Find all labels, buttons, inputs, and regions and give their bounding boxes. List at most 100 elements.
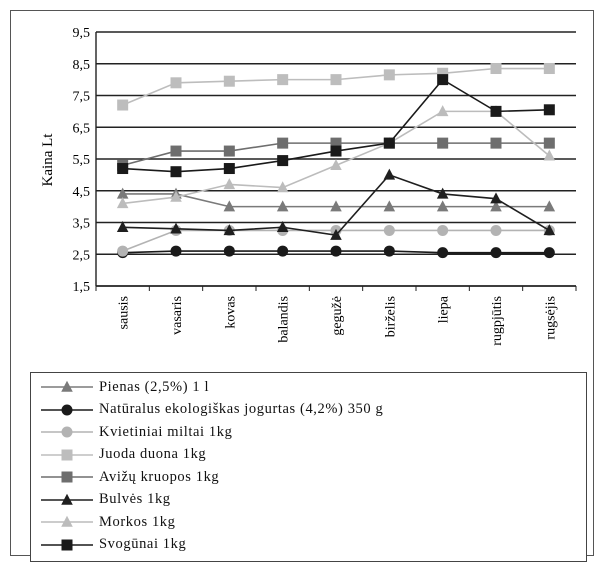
legend-item: Avižų kruopos 1kg bbox=[41, 467, 219, 487]
line-chart: 9,5 8,5 7,5 6,5 5,5 4,5 3,5 2,5 1,5 sausis vasari… bbox=[40, 26, 577, 346]
data-point bbox=[117, 245, 129, 257]
top-strip bbox=[0, 0, 604, 10]
data-point bbox=[277, 245, 289, 257]
legend-item: Pienas (2,5%) 1 l bbox=[41, 377, 209, 397]
legend-swatch bbox=[41, 426, 93, 438]
y-tick-label: 5,5 bbox=[73, 153, 91, 168]
data-point bbox=[277, 74, 289, 86]
legend-label: Natūralus ekologiškas jogurtas (4,2%) 35… bbox=[99, 401, 384, 417]
series-bulv-s-1kg bbox=[116, 168, 556, 240]
data-point bbox=[330, 137, 342, 149]
data-point bbox=[117, 99, 129, 111]
data-point bbox=[437, 137, 449, 149]
legend-label: Pienas (2,5%) 1 l bbox=[99, 378, 210, 395]
data-point bbox=[61, 404, 73, 415]
data-point bbox=[170, 166, 182, 178]
y-tick-label: 9,5 bbox=[73, 26, 91, 41]
data-point bbox=[543, 247, 555, 259]
data-point bbox=[383, 168, 396, 180]
data-point bbox=[437, 224, 449, 236]
data-point bbox=[543, 137, 555, 149]
data-point bbox=[223, 145, 235, 157]
data-point bbox=[330, 145, 342, 157]
data-point bbox=[61, 426, 73, 438]
legend-item: Natūralus ekologiškas jogurtas (4,2%) 35… bbox=[41, 400, 383, 420]
data-point bbox=[490, 105, 502, 117]
data-point bbox=[330, 159, 342, 171]
y-tick-label: 1,5 bbox=[73, 280, 91, 295]
data-point bbox=[490, 200, 502, 212]
data-point bbox=[276, 220, 289, 232]
series-lines bbox=[116, 63, 556, 259]
data-point bbox=[330, 74, 342, 86]
data-point bbox=[223, 178, 236, 190]
data-point bbox=[116, 220, 129, 232]
legend-swatch bbox=[41, 471, 93, 483]
data-point bbox=[437, 67, 449, 79]
x-tick-label: sausis bbox=[117, 296, 132, 329]
legend-swatch bbox=[41, 539, 93, 550]
data-point bbox=[170, 222, 182, 234]
series-line bbox=[122, 67, 550, 106]
data-point bbox=[543, 149, 556, 161]
data-point bbox=[277, 155, 289, 167]
data-point bbox=[116, 187, 129, 199]
data-point bbox=[436, 105, 449, 117]
y-tick-label: 7,5 bbox=[73, 90, 91, 105]
series-line bbox=[122, 78, 550, 173]
y-tick-label: 3,5 bbox=[73, 217, 91, 232]
legend-label: Bulvės 1kg bbox=[99, 491, 171, 507]
data-point bbox=[61, 539, 73, 550]
legend-label: Morkos 1kg bbox=[99, 513, 176, 530]
y-tick-label: 8,5 bbox=[73, 58, 91, 73]
data-point bbox=[61, 515, 73, 527]
x-tick-label: balandis bbox=[277, 296, 292, 343]
legend-swatch bbox=[41, 515, 93, 527]
data-point bbox=[437, 74, 449, 86]
legend-item: Morkos 1kg bbox=[41, 512, 176, 532]
data-point bbox=[436, 200, 449, 212]
data-point bbox=[437, 247, 449, 259]
data-point bbox=[543, 104, 555, 116]
data-point bbox=[330, 228, 342, 240]
legend-label: Avižų kruopos 1kg bbox=[99, 468, 220, 485]
data-point bbox=[543, 224, 556, 236]
data-point bbox=[543, 200, 556, 212]
data-point bbox=[330, 245, 342, 257]
data-point bbox=[223, 224, 236, 236]
legend-item: Svogūnai 1kg bbox=[41, 535, 186, 555]
series-svog-nai-1kg bbox=[117, 74, 555, 178]
x-tick-label: kovas bbox=[223, 296, 238, 329]
data-point bbox=[383, 137, 395, 149]
data-point bbox=[490, 192, 502, 204]
y-tick-label: 4,5 bbox=[73, 185, 91, 200]
data-point bbox=[61, 471, 73, 483]
y-tick-label: 2,5 bbox=[73, 248, 91, 263]
data-point bbox=[543, 63, 555, 75]
data-point bbox=[223, 200, 236, 212]
data-point bbox=[223, 75, 235, 87]
x-tick-label: birželis bbox=[383, 296, 398, 337]
legend-label: Kvietiniai miltai 1kg bbox=[99, 423, 233, 440]
data-point bbox=[277, 137, 289, 149]
data-point bbox=[61, 449, 73, 460]
x-tick-label: gegužė bbox=[330, 296, 345, 336]
data-point bbox=[170, 245, 182, 257]
data-point bbox=[383, 224, 395, 236]
x-tick-labels: sausis vasaris kovas balandis gegužė birželis… bbox=[95, 286, 577, 346]
series-juoda-duona-1kg bbox=[117, 63, 555, 111]
data-point bbox=[61, 380, 73, 392]
data-point bbox=[490, 63, 502, 75]
legend-swatch bbox=[41, 404, 93, 415]
data-point bbox=[383, 69, 395, 81]
data-point bbox=[117, 163, 129, 175]
y-tick-labels: 9,5 8,5 7,5 6,5 5,5 4,5 3,5 2,5 1,5 bbox=[73, 26, 91, 295]
legend-item: Kvietiniai miltai 1kg bbox=[41, 422, 232, 442]
legend-swatch bbox=[41, 493, 93, 505]
data-point bbox=[223, 163, 235, 175]
y-tick-label: 6,5 bbox=[73, 121, 91, 136]
data-point bbox=[61, 493, 73, 505]
legend-item: Bulvės 1kg bbox=[41, 490, 171, 510]
legend-label: Juoda duona 1kg bbox=[99, 446, 207, 462]
legend-item: Juoda duona 1kg bbox=[41, 445, 206, 465]
